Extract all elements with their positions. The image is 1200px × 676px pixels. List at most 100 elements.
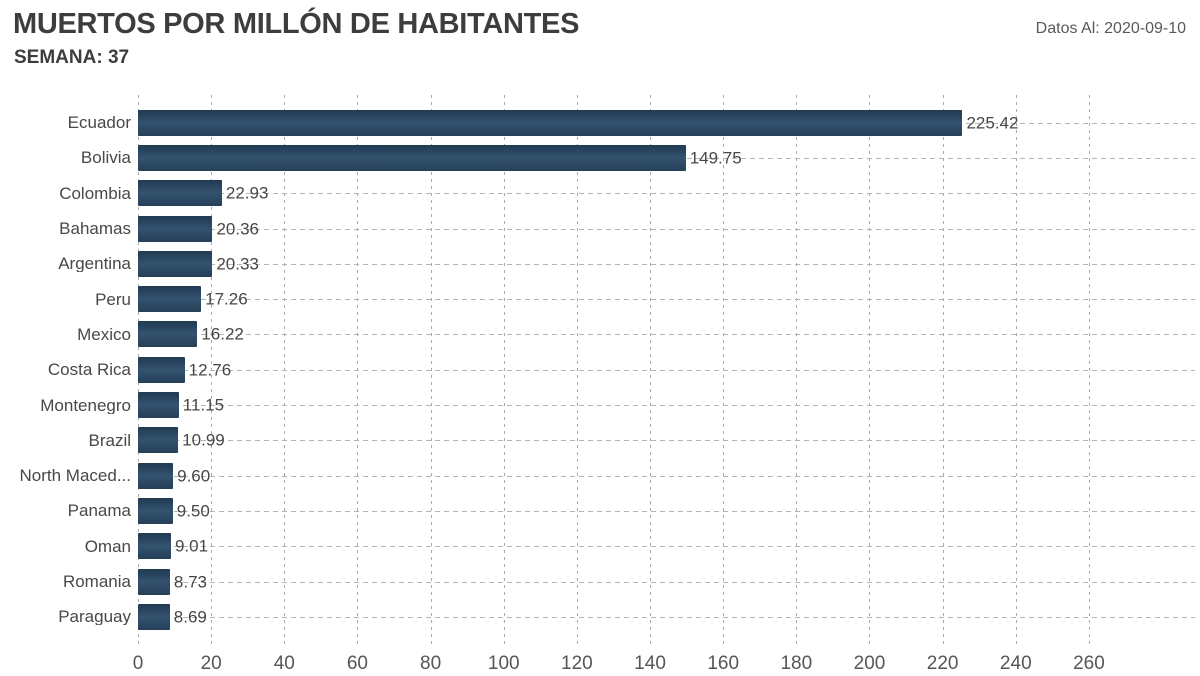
value-label: 225.42 <box>966 113 1019 133</box>
bar-row: Colombia 22.93 <box>0 176 1195 211</box>
bar-row: Oman 9.01 <box>0 529 1195 564</box>
row-gridline <box>138 299 1195 301</box>
category-label: Brazil <box>88 431 131 449</box>
category-label: Costa Rica <box>47 361 131 379</box>
bar-track: 149.75 <box>138 140 1195 175</box>
x-axis-tick-label: 180 <box>780 653 813 674</box>
row-gridline <box>138 334 1195 336</box>
value-label: 20.36 <box>216 219 259 239</box>
bar-chart: Ecuador 225.42 Bolivia 149.75 Colombia 22.93 B… <box>0 95 1195 673</box>
row-gridline <box>138 263 1195 265</box>
bar-track: 225.42 <box>138 105 1195 140</box>
bar-row: Peru 17.26 <box>0 281 1195 316</box>
bar-track: 17.26 <box>138 281 1195 316</box>
category-label: Colombia <box>59 184 131 202</box>
bar[interactable] <box>138 462 174 489</box>
x-axis-tick-label: 220 <box>926 653 959 674</box>
bar-track: 20.33 <box>138 246 1195 281</box>
category-label: Romania <box>62 573 131 590</box>
bar-row: Paraguay 8.69 <box>0 599 1195 634</box>
chart-rows: Ecuador 225.42 Bolivia 149.75 Colombia 22.93 B… <box>0 95 1195 648</box>
bar-track: 20.36 <box>138 211 1195 246</box>
bar-row: Argentina 20.33 <box>0 246 1195 281</box>
category-label: Mexico <box>77 325 131 343</box>
value-label: 12.76 <box>188 360 232 380</box>
bar[interactable] <box>138 427 179 454</box>
bar[interactable] <box>138 144 686 171</box>
bar-track: 9.50 <box>138 493 1195 528</box>
x-axis-tick-label: 100 <box>487 653 520 674</box>
value-label: 9.01 <box>174 536 209 556</box>
page-subtitle: SEMANA: 37 <box>14 47 130 68</box>
bar-track: 11.15 <box>138 387 1195 422</box>
category-label: Bahamas <box>59 220 131 238</box>
value-label: 149.75 <box>689 148 742 168</box>
x-axis-tick-label: 40 <box>273 653 295 674</box>
bar-track: 8.69 <box>138 599 1195 634</box>
category-label: Montenegro <box>40 396 131 414</box>
x-axis-tick-label: 240 <box>999 653 1032 674</box>
row-gridline <box>138 546 1195 548</box>
row-gridline <box>138 405 1195 407</box>
bar-row: Romania 8.73 <box>0 564 1195 599</box>
bar[interactable] <box>138 286 202 313</box>
bar[interactable] <box>138 321 198 348</box>
bar-row: Costa Rica 12.76 <box>0 352 1195 387</box>
bar-row: Panama 9.50 <box>0 493 1195 528</box>
category-label: North Maced... <box>19 467 132 485</box>
bar-track: 9.60 <box>138 458 1195 493</box>
row-gridline <box>138 228 1195 230</box>
value-label: 8.73 <box>173 572 208 591</box>
value-label: 22.93 <box>225 183 269 203</box>
bar-track: 10.99 <box>138 423 1195 458</box>
bar[interactable] <box>138 533 171 560</box>
x-axis-tick-label: 80 <box>420 653 442 674</box>
bar-row: Montenegro 11.15 <box>0 387 1195 422</box>
value-label: 9.60 <box>177 466 211 486</box>
data-as-of-label: Datos Al: 2020-09-10 <box>1035 20 1186 37</box>
category-label: Peru <box>95 290 131 308</box>
value-label: 11.15 <box>182 395 225 415</box>
bar[interactable] <box>138 392 179 419</box>
bar-track: 16.22 <box>138 317 1195 352</box>
bar[interactable] <box>138 603 170 630</box>
x-axis-tick-label: 200 <box>853 653 886 674</box>
page-title: MUERTOS POR MILLÓN DE HABITANTES <box>13 8 580 40</box>
bar[interactable] <box>138 497 173 524</box>
x-axis-tick-label: 60 <box>346 653 369 674</box>
value-label: 8.69 <box>173 607 207 627</box>
row-gridline <box>138 581 1195 583</box>
row-gridline <box>138 616 1195 618</box>
row-gridline <box>138 193 1195 195</box>
bar-row: Ecuador 225.42 <box>0 105 1195 140</box>
bar-track: 9.01 <box>138 529 1195 564</box>
bar-track: 12.76 <box>138 352 1195 387</box>
category-label: Oman <box>84 537 131 555</box>
bar[interactable] <box>138 568 170 595</box>
x-axis-tick-label: 20 <box>200 653 222 674</box>
bar[interactable] <box>138 180 222 207</box>
bar-track: 8.73 <box>138 564 1195 599</box>
bar[interactable] <box>138 250 213 277</box>
category-label: Panama <box>67 502 131 520</box>
category-label: Argentina <box>58 255 131 273</box>
bar[interactable] <box>138 215 213 242</box>
bar-row: Bahamas 20.36 <box>0 211 1195 246</box>
bar[interactable] <box>138 356 185 383</box>
x-axis: 0 20 40 60 80 100 120 140 160 180 200 220 240 260 <box>133 650 1195 676</box>
x-axis-tick-label: 120 <box>561 653 593 674</box>
row-gridline <box>138 440 1195 442</box>
category-label: Paraguay <box>58 608 131 626</box>
bar-row: Bolivia 149.75 <box>0 140 1195 175</box>
row-gridline <box>138 369 1195 371</box>
bar-row: Mexico 16.22 <box>0 317 1195 352</box>
bar[interactable] <box>138 109 963 136</box>
category-label: Ecuador <box>67 114 131 132</box>
x-axis-tick-label: 260 <box>1073 653 1105 674</box>
row-gridline <box>138 475 1195 477</box>
bar-row: North Maced... 9.60 <box>0 458 1195 493</box>
x-axis-tick-label: 140 <box>634 653 666 674</box>
row-gridline <box>138 510 1195 512</box>
value-label: 9.50 <box>176 501 210 521</box>
bar-track: 22.93 <box>138 176 1195 211</box>
